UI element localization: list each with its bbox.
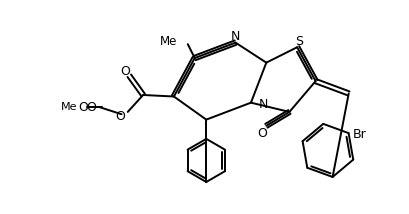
Text: O: O (85, 101, 95, 114)
Text: N: N (230, 30, 240, 43)
Text: Me: Me (60, 102, 77, 112)
Text: N: N (258, 98, 267, 111)
Text: O: O (120, 65, 130, 78)
Text: O: O (115, 110, 125, 123)
Text: Br: Br (352, 128, 366, 141)
Text: S: S (294, 35, 302, 48)
Text: Me: Me (159, 35, 177, 48)
Text: O: O (257, 127, 267, 140)
Text: O: O (78, 101, 88, 114)
